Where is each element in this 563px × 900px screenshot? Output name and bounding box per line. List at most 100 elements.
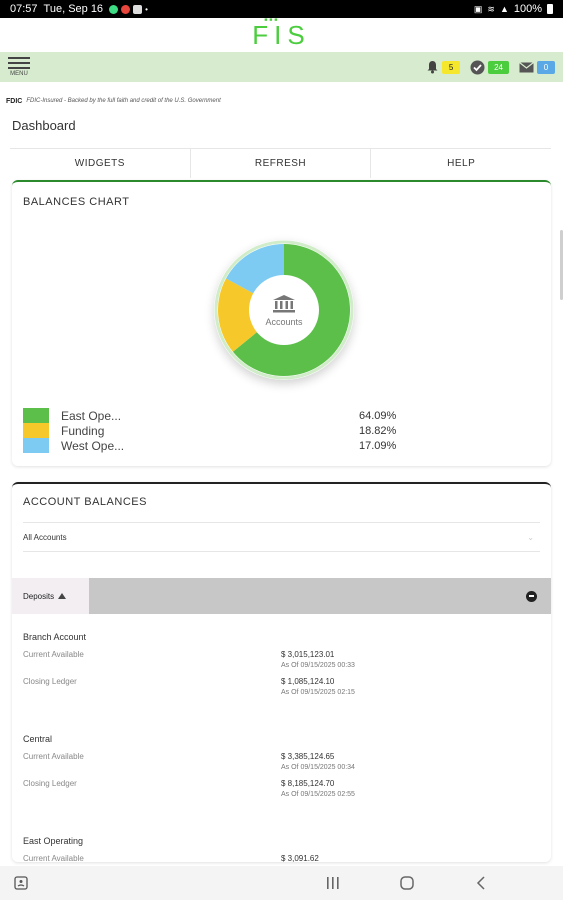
chart-legend: East Ope... 64.09% Funding 18.82% West O… <box>23 408 403 453</box>
notifications-button[interactable]: 5 <box>426 60 461 74</box>
legend-item[interactable]: Funding 18.82% <box>23 423 403 438</box>
balance-line: Closing Ledger $ 1,085,124.10 As Of 09/1… <box>23 677 523 704</box>
balance-amount: $ 3,091.62 <box>281 854 319 863</box>
hamburger-icon <box>8 57 30 69</box>
donut-center: Accounts <box>249 275 319 345</box>
legend-swatch <box>23 438 49 453</box>
fdic-tag: FDIC <box>6 98 23 105</box>
balance-asof: As Of 09/15/2025 02:15 <box>281 689 355 696</box>
battery-icon <box>547 4 553 14</box>
refresh-button[interactable]: REFRESH <box>191 149 372 178</box>
recent-apps-icon[interactable] <box>326 877 340 889</box>
status-time: 07:57 <box>10 3 38 15</box>
bank-icon <box>273 294 295 312</box>
legend-name: West Ope... <box>61 438 125 453</box>
chevron-down-icon: ⌄ <box>527 532 534 542</box>
vibrate-icon: ▣ <box>473 3 483 14</box>
balance-label: Current Available <box>23 854 84 863</box>
donut-slice-2[interactable] <box>225 244 284 294</box>
legend-swatch <box>23 423 49 438</box>
balance-label: Current Available <box>23 752 84 761</box>
legend-swatch <box>23 408 49 423</box>
legend-pct: 17.09% <box>359 439 397 452</box>
menu-label: MENU <box>10 71 28 77</box>
wifi-icon: ≋ <box>487 3 495 14</box>
fdic-text: FDIC-Insured - Backed by the full faith … <box>26 98 221 104</box>
balance-label: Closing Ledger <box>23 677 77 686</box>
nav-bar: MENU 5 24 0 <box>0 52 563 82</box>
accounts-filter-value: All Accounts <box>23 532 67 542</box>
scroll-handle[interactable] <box>560 230 563 300</box>
deposits-tab-label: Deposits <box>23 591 55 601</box>
donut-center-label: Accounts <box>265 316 303 327</box>
balances-donut-chart[interactable]: Accounts <box>214 240 354 380</box>
more-dot-icon: • <box>145 4 148 14</box>
balance-label: Closing Ledger <box>23 779 77 788</box>
donut-svg <box>214 240 354 380</box>
menu-button[interactable]: MENU <box>8 57 30 77</box>
help-button[interactable]: HELP <box>447 158 476 169</box>
legend-pct: 18.82% <box>359 424 397 437</box>
account-balances-card: ACCOUNT BALANCES All Accounts ⌄ Deposits… <box>12 482 551 863</box>
balance-asof: As Of 09/15/2025 02:55 <box>281 791 355 798</box>
battery-level: 100% <box>513 3 542 15</box>
tasks-button[interactable]: 24 <box>470 60 509 75</box>
messages-badge: 0 <box>537 60 555 74</box>
notification-icons: • <box>109 4 148 14</box>
android-icon <box>109 4 119 14</box>
balance-amount: $ 1,085,124.10 <box>281 677 335 686</box>
mail-icon <box>519 61 534 72</box>
page-title: Dashboard <box>12 118 76 133</box>
messages-button[interactable]: 0 <box>519 60 555 74</box>
collapse-button[interactable] <box>526 590 537 602</box>
account-entry: Branch Account Current Available $ 3,015… <box>23 632 523 704</box>
balance-amount: $ 8,185,124.70 <box>281 779 335 788</box>
fdic-notice: FDIC FDIC-Insured - Backed by the full f… <box>6 98 221 105</box>
balance-amount: $ 3,385,124.65 <box>281 752 335 761</box>
tasks-badge: 24 <box>488 60 509 74</box>
chrome-icon <box>121 4 131 14</box>
home-icon[interactable] <box>400 876 414 890</box>
balance-asof: As Of 09/15/2025 00:33 <box>281 662 355 669</box>
status-date: Tue, Sep 16 <box>43 3 104 15</box>
account-name: Branch Account <box>23 632 87 642</box>
legend-item[interactable]: East Ope... 64.09% <box>23 408 403 423</box>
bell-icon <box>427 61 438 74</box>
accounts-filter-select[interactable]: All Accounts ⌄ <box>23 522 540 552</box>
balance-line: Current Available $ 3,091.62 <box>23 854 523 881</box>
check-circle-icon <box>470 60 485 74</box>
minus-icon <box>529 595 534 597</box>
signal-icon: ▲ <box>499 4 509 14</box>
balance-line: Current Available $ 3,385,124.65 As Of 0… <box>23 752 523 779</box>
fis-logo-text: FIS <box>252 19 311 50</box>
balance-line: Closing Ledger $ 8,185,124.70 As Of 09/1… <box>23 779 523 806</box>
caret-up-icon <box>58 593 67 599</box>
account-name: East Operating <box>23 836 84 846</box>
fis-logo: ■■■ FIS <box>252 16 311 50</box>
balances-chart-title: BALANCES CHART <box>23 196 130 208</box>
account-entry: East Operating Current Available $ 3,091… <box>23 836 523 881</box>
legend-item[interactable]: West Ope... 17.09% <box>23 438 403 453</box>
account-name: Central <box>23 734 53 744</box>
account-entry: Central Current Available $ 3,385,124.65… <box>23 734 523 806</box>
legend-name: East Ope... <box>61 408 122 423</box>
back-icon[interactable] <box>476 876 486 890</box>
account-balances-title: ACCOUNT BALANCES <box>23 496 147 508</box>
donut-slice-0[interactable] <box>232 244 350 376</box>
deposits-tab[interactable]: Deposits <box>12 578 89 614</box>
balance-line: Current Available $ 3,015,123.01 As Of 0… <box>23 650 523 677</box>
legend-pct: 64.09% <box>359 409 397 422</box>
donut-slice-1[interactable] <box>218 278 258 352</box>
system-nav-bar <box>0 866 563 900</box>
legend-name: Funding <box>61 423 105 438</box>
brand-bar: ■■■ FIS <box>0 16 563 52</box>
accessibility-icon[interactable] <box>14 876 28 890</box>
status-bar: 07:57 Tue, Sep 16 • ▣ ≋ ▲ 100% <box>0 0 563 18</box>
balances-chart-card: BALANCES CHART Accounts East Ope... 64.0… <box>12 180 551 466</box>
widgets-button[interactable]: WIDGETS <box>10 149 191 178</box>
dashboard-toolbar: WIDGETS REFRESH HELP <box>10 148 551 178</box>
balance-amount: $ 3,015,123.01 <box>281 650 335 659</box>
photo-icon <box>133 4 143 14</box>
balance-label: Current Available <box>23 650 84 659</box>
deposits-section-bar: Deposits <box>12 578 551 614</box>
